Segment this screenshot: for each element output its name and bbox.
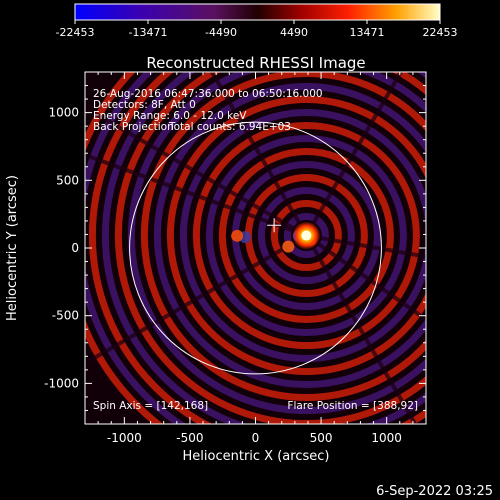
flare-core: [301, 230, 312, 241]
fringe-ring: [140, 72, 426, 401]
y-tick-labels: -1000 -500 0 500 1000: [44, 106, 79, 391]
fringe-ring: [192, 122, 420, 350]
axis-ticks: [85, 72, 426, 424]
plot-area: [84, 71, 427, 425]
colorbar-tick-label-1: -13471: [129, 26, 168, 39]
energy-range-text: Energy Range: 6.0 - 12.0 keV: [93, 110, 247, 122]
total-counts-text: Total counts: 6.94E+03: [168, 121, 291, 133]
colorbar-tick-label-3: 4490: [280, 26, 308, 39]
fringe-streak: [209, 72, 309, 237]
fringe-ring: [283, 213, 329, 259]
x-tick-label: -1000: [107, 431, 142, 445]
flare-position-text: Flare Position = [388,92]: [287, 400, 418, 412]
colorbar-gradient: [74, 3, 441, 21]
image-blob: [231, 229, 244, 242]
x-tick-labels: -1000 -500 0 500 1000: [107, 431, 402, 445]
fringe-ring: [88, 72, 426, 424]
spin-axis-marker: [267, 218, 282, 233]
x-tick-label: -500: [176, 431, 203, 445]
x-tick-label: 1000: [371, 431, 402, 445]
fringe-streak: [85, 233, 308, 366]
fringe-streak: [305, 233, 426, 322]
y-axis-label: Heliocentric Y (arcsec): [5, 175, 20, 321]
x-tick-label: 0: [252, 431, 260, 445]
colorbar-tick-label-4: 13471: [350, 26, 385, 39]
fringe-streak: [85, 105, 308, 238]
colorbar-tick-label-0: -22453: [56, 26, 95, 39]
y-tick-label: -500: [52, 309, 79, 323]
fringe-ring: [270, 200, 342, 272]
colorbar-tick-label-2: -4490: [205, 26, 237, 39]
y-tick-label: -1000: [44, 376, 79, 390]
x-tick-label: 500: [310, 431, 333, 445]
fringe-streak: [85, 152, 308, 238]
colorbar: -22453 -13471 -4490 4490 13471 22453: [56, 3, 458, 39]
fringe-streak: [306, 233, 426, 259]
plot-title: Reconstructed RHESSI Image: [146, 54, 365, 72]
detectors-text: Detectors: 8F, Att 0: [93, 99, 196, 111]
y-tick-label: 1000: [48, 106, 79, 120]
x-axis-label: Heliocentric X (arcsec): [183, 449, 330, 464]
fringe-ring: [218, 148, 394, 324]
fringe-ring: [101, 72, 426, 424]
fringe-ring: [127, 72, 426, 414]
footer-date: 6-Sep-2022 03:25: [376, 484, 493, 499]
fringe-ring: [153, 83, 426, 388]
y-tick-label: 0: [71, 241, 79, 255]
y-tick-label: 500: [56, 173, 79, 187]
solar-limb-circle: [129, 121, 382, 375]
fringe-ring: [257, 187, 355, 285]
image-blob: [282, 240, 295, 253]
fringe-streak: [304, 72, 404, 237]
fringe-streak: [304, 234, 418, 424]
colorbar-tick-label-5: 22453: [423, 26, 458, 39]
spin-axis-text: Spin Axis = [142,168]: [93, 400, 208, 412]
fringe-ring: [179, 109, 426, 363]
fringe-ring: [166, 96, 426, 376]
time-range-text: 26-Aug-2016 06:47:36.000 to 06:50:16.000: [93, 88, 323, 100]
fringe-ring: [205, 135, 407, 337]
method-text: Back Projection: [93, 121, 174, 133]
